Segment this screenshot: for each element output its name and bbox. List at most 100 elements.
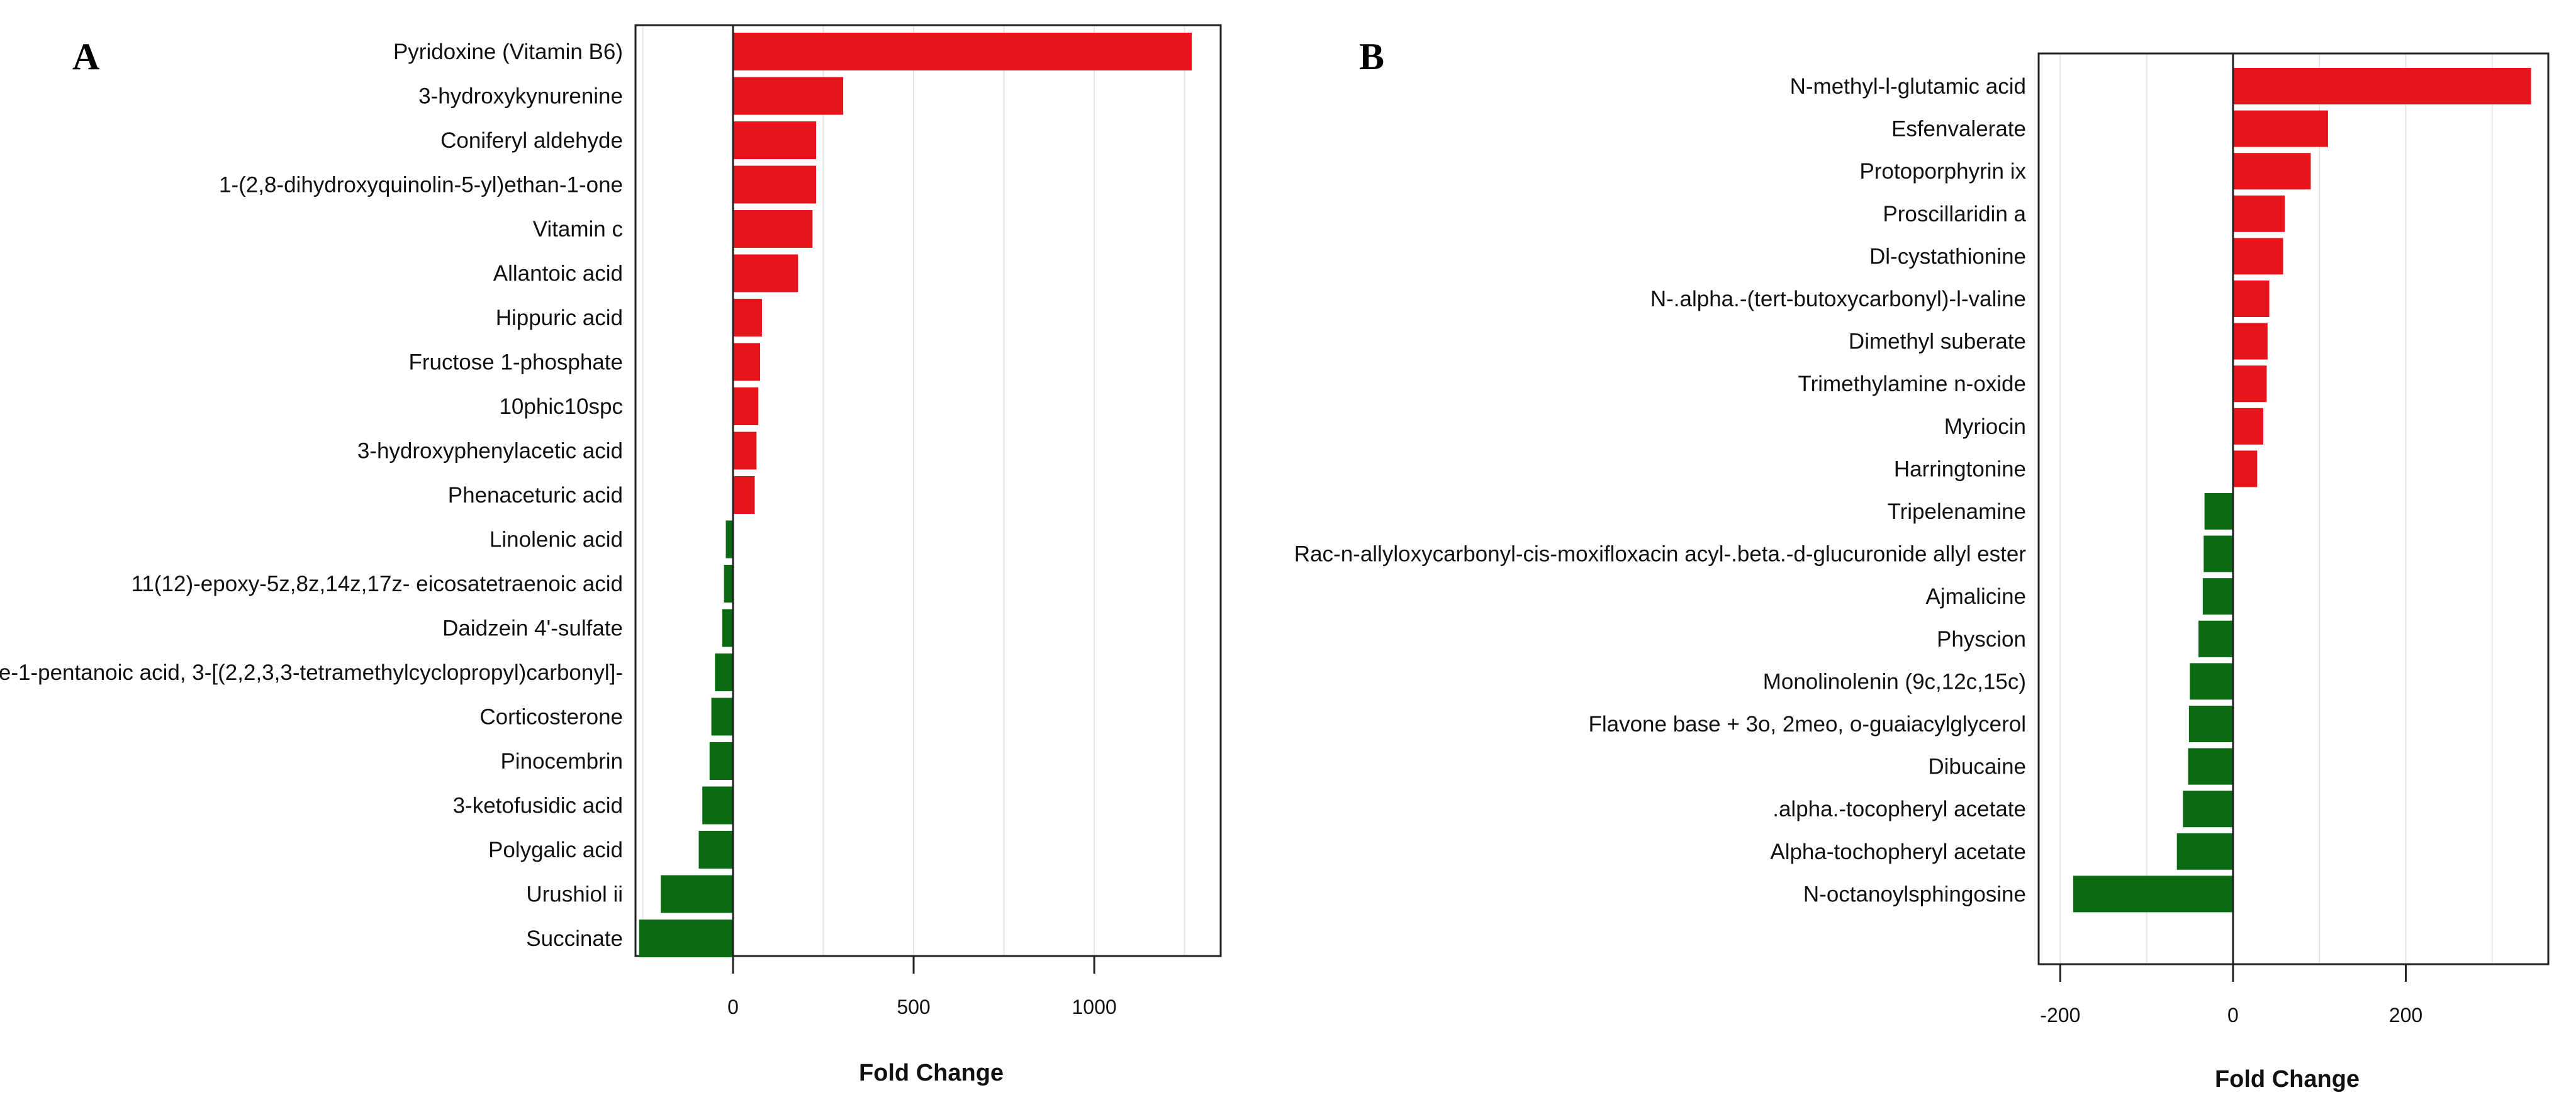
bar-16 <box>2188 706 2233 742</box>
category-label: 1h-indole-1-pentanoic acid, 3-[(2,2,3,3-… <box>0 660 623 685</box>
panel-a-category-labels: Pyridoxine (Vitamin B6) 3-hydroxykynureni… <box>0 40 623 951</box>
category-label: 11(12)-epoxy-5z,8z,14z,17z- eicosatetrae… <box>132 572 623 596</box>
bar-9 <box>2232 408 2263 445</box>
category-label: Polygalic acid <box>488 838 623 862</box>
category-label: Esfenvalerate <box>1891 117 2026 142</box>
category-label: 3-ketofusidic acid <box>453 794 623 818</box>
panel-a-gridlines <box>642 26 1185 955</box>
bar-4 <box>2232 195 2285 232</box>
category-label: Allantoic acid <box>493 262 623 286</box>
bar-19 <box>698 831 733 869</box>
category-label: Harringtonine <box>1894 457 2026 481</box>
bar-10 <box>733 431 757 470</box>
bar-17 <box>2188 748 2233 785</box>
category-label: 10phic10spc <box>499 394 623 419</box>
category-label: Flavone base + 3o, 2meo, o-guaiacylglyce… <box>1588 712 2026 737</box>
category-label: Alpha-tochopheryl acetate <box>1770 840 2026 864</box>
panel-a-label: A <box>72 36 99 77</box>
bar-14 <box>2198 620 2233 657</box>
bar-18 <box>702 786 733 825</box>
panel-b: B N-methyl-l-glutamic acid Esfenvalerate P… <box>1294 36 2550 1093</box>
panel-a: A Pyridoxine (Vitamin B6) 3-hydroxykynure… <box>0 24 1222 1086</box>
bar-9 <box>733 387 759 425</box>
panel-b-category-labels: N-methyl-l-glutamic acid Esfenvalerate Pro… <box>1294 74 2027 906</box>
bar-1 <box>733 33 1192 70</box>
x-tick-label: 1000 <box>1072 996 1116 1018</box>
bar-15 <box>2190 663 2233 700</box>
category-label: Rac-n-allyloxycarbonyl-cis-moxifloxacin … <box>1294 542 2027 567</box>
bar-7 <box>733 299 762 336</box>
category-label: Ajmalicine <box>1926 584 2027 609</box>
category-label: Fructose 1-phosphate <box>409 350 623 375</box>
bar-6 <box>733 254 798 292</box>
panel-b-x-ticks: -200 0 200 <box>2040 964 2422 1026</box>
x-tick-label: 0 <box>2227 1004 2239 1026</box>
category-label: Proscillaridin a <box>1883 202 2026 226</box>
bar-16 <box>711 698 733 736</box>
bar-13 <box>724 565 733 603</box>
panel-b-gridlines <box>2059 55 2493 963</box>
category-label: 3-hydroxyphenylacetic acid <box>357 439 623 464</box>
category-label: .alpha.-tocopheryl acetate <box>1772 797 2026 821</box>
category-label: Myriocin <box>1944 414 2026 439</box>
bar-10 <box>2232 450 2258 487</box>
bar-11 <box>733 476 755 514</box>
x-tick-label: 200 <box>2389 1004 2422 1026</box>
bar-2 <box>2232 110 2328 147</box>
category-label: Protoporphyrin ix <box>1859 159 2026 184</box>
category-label: Corticosterone <box>479 705 623 730</box>
bar-21 <box>639 920 733 957</box>
panel-a-x-ticks: 0 500 1000 <box>727 956 1117 1018</box>
bar-19 <box>2176 833 2233 870</box>
category-label: Dibucaine <box>1928 755 2026 779</box>
bar-8 <box>733 343 761 381</box>
category-label: Physcion <box>1937 627 2026 652</box>
bar-5 <box>2232 238 2283 275</box>
category-label: Linolenic acid <box>490 528 623 552</box>
category-label: Monolinolenin (9c,12c,15c) <box>1763 669 2026 694</box>
category-label: N-methyl-l-glutamic acid <box>1790 74 2026 99</box>
bar-12 <box>2204 535 2233 572</box>
category-label: Pyridoxine (Vitamin B6) <box>393 40 623 64</box>
category-label: 1-(2,8-dihydroxyquinolin-5-yl)ethan-1-on… <box>219 173 623 197</box>
x-tick-label: -200 <box>2040 1004 2080 1026</box>
category-label: Trimethylamine n-oxide <box>1798 372 2026 396</box>
bar-4 <box>733 165 817 204</box>
bar-6 <box>2232 281 2270 317</box>
panel-b-bars <box>2073 68 2531 913</box>
category-label: Tripelenamine <box>1888 499 2026 524</box>
category-label: Vitamin c <box>533 217 623 242</box>
bar-2 <box>733 77 844 115</box>
bar-5 <box>733 210 813 248</box>
category-label: Pinocembrin <box>500 749 623 774</box>
category-label: 3-hydroxykynurenine <box>418 84 623 109</box>
panel-b-x-axis-title: Fold Change <box>2215 1066 2360 1093</box>
bar-17 <box>709 742 733 780</box>
bar-3 <box>2232 153 2311 190</box>
category-label: Dimethyl suberate <box>1849 330 2026 354</box>
panel-a-bars <box>639 33 1192 957</box>
panel-a-x-axis-title: Fold Change <box>859 1060 1004 1086</box>
category-label: N-.alpha.-(tert-butoxycarbonyl)-l-valine <box>1650 287 2026 311</box>
category-label: Phenaceturic acid <box>448 483 623 508</box>
panel-b-label: B <box>1359 36 1384 77</box>
bar-14 <box>722 609 733 647</box>
bar-1 <box>2232 68 2531 104</box>
bar-15 <box>715 653 733 691</box>
bar-11 <box>2204 493 2233 530</box>
panel-b-plot-frame <box>2037 52 2550 965</box>
bar-20 <box>2073 876 2233 913</box>
x-tick-label: 500 <box>897 996 930 1018</box>
bar-12 <box>725 520 733 559</box>
bar-7 <box>2232 323 2268 360</box>
category-label: Succinate <box>526 926 623 951</box>
category-label: Daidzein 4'-sulfate <box>442 616 623 641</box>
bar-20 <box>661 875 733 913</box>
category-label: Coniferyl aldehyde <box>440 128 623 153</box>
category-label: Hippuric acid <box>496 306 623 330</box>
category-label: N-octanoylsphingosine <box>1803 882 2026 906</box>
bar-8 <box>2232 365 2267 403</box>
category-label: Urushiol ii <box>526 882 623 907</box>
bar-18 <box>2183 791 2233 828</box>
